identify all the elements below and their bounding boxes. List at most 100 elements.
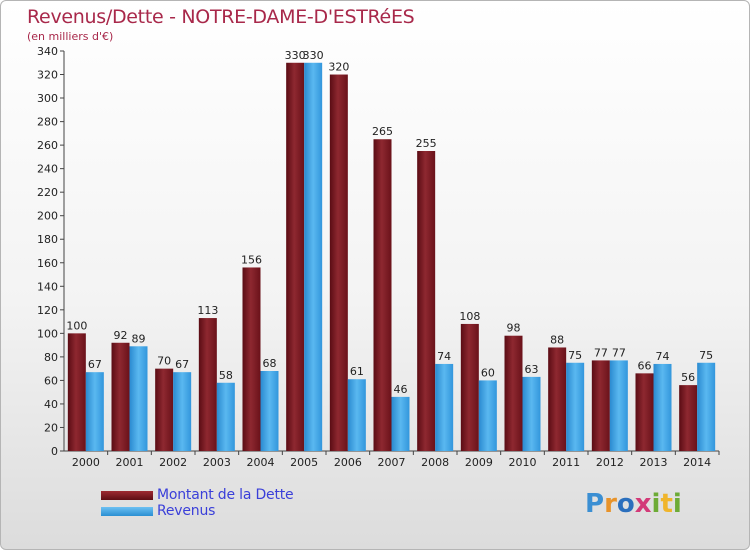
logo-letter: i [651,489,661,519]
data-label-revenus: 77 [612,346,626,359]
legend-item-revenus: Revenus [101,503,293,519]
data-label-revenus: 46 [394,383,408,396]
y-tick-label: 200 [37,210,58,223]
x-tick-label: 2013 [640,456,668,469]
logo-letter: o [616,489,635,519]
data-label-revenus: 74 [437,350,451,363]
bar-revenus [304,62,323,451]
data-label-revenus: 58 [219,369,233,382]
bar-dette [548,347,567,451]
data-label-revenus: 75 [699,349,713,362]
x-tick-label: 2012 [596,456,624,469]
data-label-dette: 100 [66,319,87,332]
x-tick-label: 2005 [290,456,318,469]
data-label-revenus: 67 [175,358,189,371]
logo-letter: r [604,489,617,519]
legend-swatch-revenus [101,506,153,516]
legend-label-revenus: Revenus [157,503,216,519]
data-label-revenus: 63 [525,363,539,376]
data-label-dette: 255 [416,137,437,150]
data-label-dette: 330 [285,49,306,62]
data-label-revenus: 74 [656,350,670,363]
x-tick-label: 2011 [552,456,580,469]
bar-dette [242,267,261,451]
chart-legend: Montant de la Dette Revenus [101,487,294,519]
y-tick-label: 0 [51,445,58,458]
data-label-revenus: 89 [132,332,146,345]
y-tick-label: 260 [37,139,58,152]
y-tick-label: 100 [37,327,58,340]
data-label-dette: 98 [507,322,521,335]
x-tick-label: 2008 [421,456,449,469]
chart-title: Revenus/Dette - NOTRE-DAME-D'ESTRéES [27,6,415,28]
x-tick-label: 2000 [72,456,100,469]
y-tick-label: 320 [37,69,58,82]
y-tick-label: 120 [37,304,58,317]
bar-dette [504,335,523,451]
proxiti-logo: Proxiti [585,489,682,519]
bar-revenus [85,372,104,451]
y-axis-unit-label: (en milliers d'€) [27,30,114,43]
y-tick-label: 280 [37,116,58,129]
data-label-revenus: 68 [263,357,277,370]
bar-revenus [260,371,279,451]
y-tick-label: 20 [44,421,58,434]
bar-dette [635,373,654,451]
data-label-dette: 70 [157,355,171,368]
y-tick-label: 300 [37,92,58,105]
bar-dette [679,385,698,451]
y-tick-label: 40 [44,398,58,411]
y-tick-label: 180 [37,233,58,246]
legend-item-dette: Montant de la Dette [101,487,294,503]
data-label-revenus: 75 [568,349,582,362]
y-tick-label: 80 [44,351,58,364]
data-label-revenus: 60 [481,366,495,379]
logo-letter: t [660,489,673,519]
y-tick-label: 240 [37,163,58,176]
bar-revenus [129,346,148,451]
bar-dette [155,368,174,451]
data-label-dette: 108 [459,310,480,323]
logo-letter: P [585,489,605,519]
data-label-revenus: 67 [88,358,102,371]
logo-letter: x [634,489,652,519]
bar-revenus [347,379,366,451]
data-label-dette: 77 [594,346,608,359]
legend-swatch-dette [101,490,153,500]
bar-dette [329,74,348,451]
bar-dette [460,323,479,451]
y-tick-label: 340 [37,45,58,58]
y-tick-label: 220 [37,186,58,199]
bar-revenus [391,396,410,451]
bar-dette [198,318,217,451]
bar-revenus [697,362,716,451]
x-tick-label: 2001 [116,456,144,469]
bar-dette [67,333,86,451]
legend-label-dette: Montant de la Dette [157,487,294,503]
y-tick-label: 140 [37,280,58,293]
data-label-dette: 66 [638,359,652,372]
bar-revenus [653,363,672,451]
bar-revenus [216,382,235,451]
data-label-revenus: 330 [303,49,324,62]
y-tick-label: 160 [37,257,58,270]
x-tick-label: 2006 [334,456,362,469]
bar-dette [417,151,436,451]
bar-revenus [566,362,585,451]
data-label-revenus: 61 [350,365,364,378]
x-tick-label: 2003 [203,456,231,469]
bar-dette [591,360,610,451]
bar-revenus [609,360,628,451]
data-label-dette: 88 [550,333,564,346]
x-tick-label: 2002 [159,456,187,469]
y-tick-label: 60 [44,374,58,387]
bar-revenus [435,363,454,451]
bar-dette [286,62,305,451]
data-label-dette: 92 [114,329,128,342]
bar-revenus [522,376,541,451]
data-label-dette: 56 [681,371,695,384]
data-label-dette: 113 [197,304,218,317]
x-tick-label: 2004 [247,456,275,469]
x-tick-label: 2014 [683,456,711,469]
